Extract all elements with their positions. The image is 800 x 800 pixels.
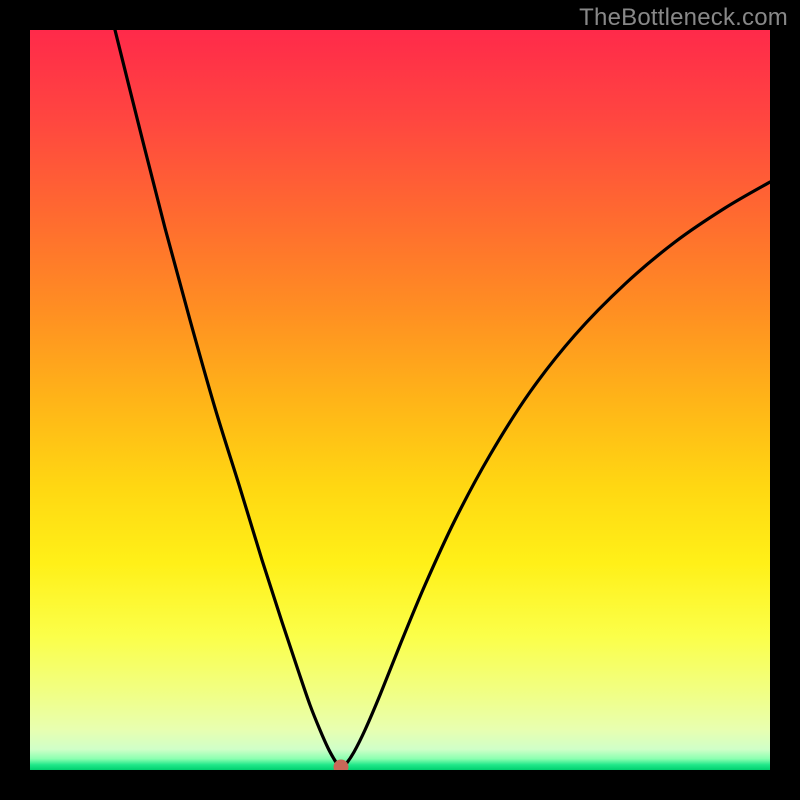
chart-svg: [30, 30, 770, 770]
chart-container: TheBottleneck.com: [0, 0, 800, 800]
watermark-text: TheBottleneck.com: [579, 4, 788, 32]
gradient-background: [30, 30, 770, 770]
plot-area: [30, 30, 770, 770]
